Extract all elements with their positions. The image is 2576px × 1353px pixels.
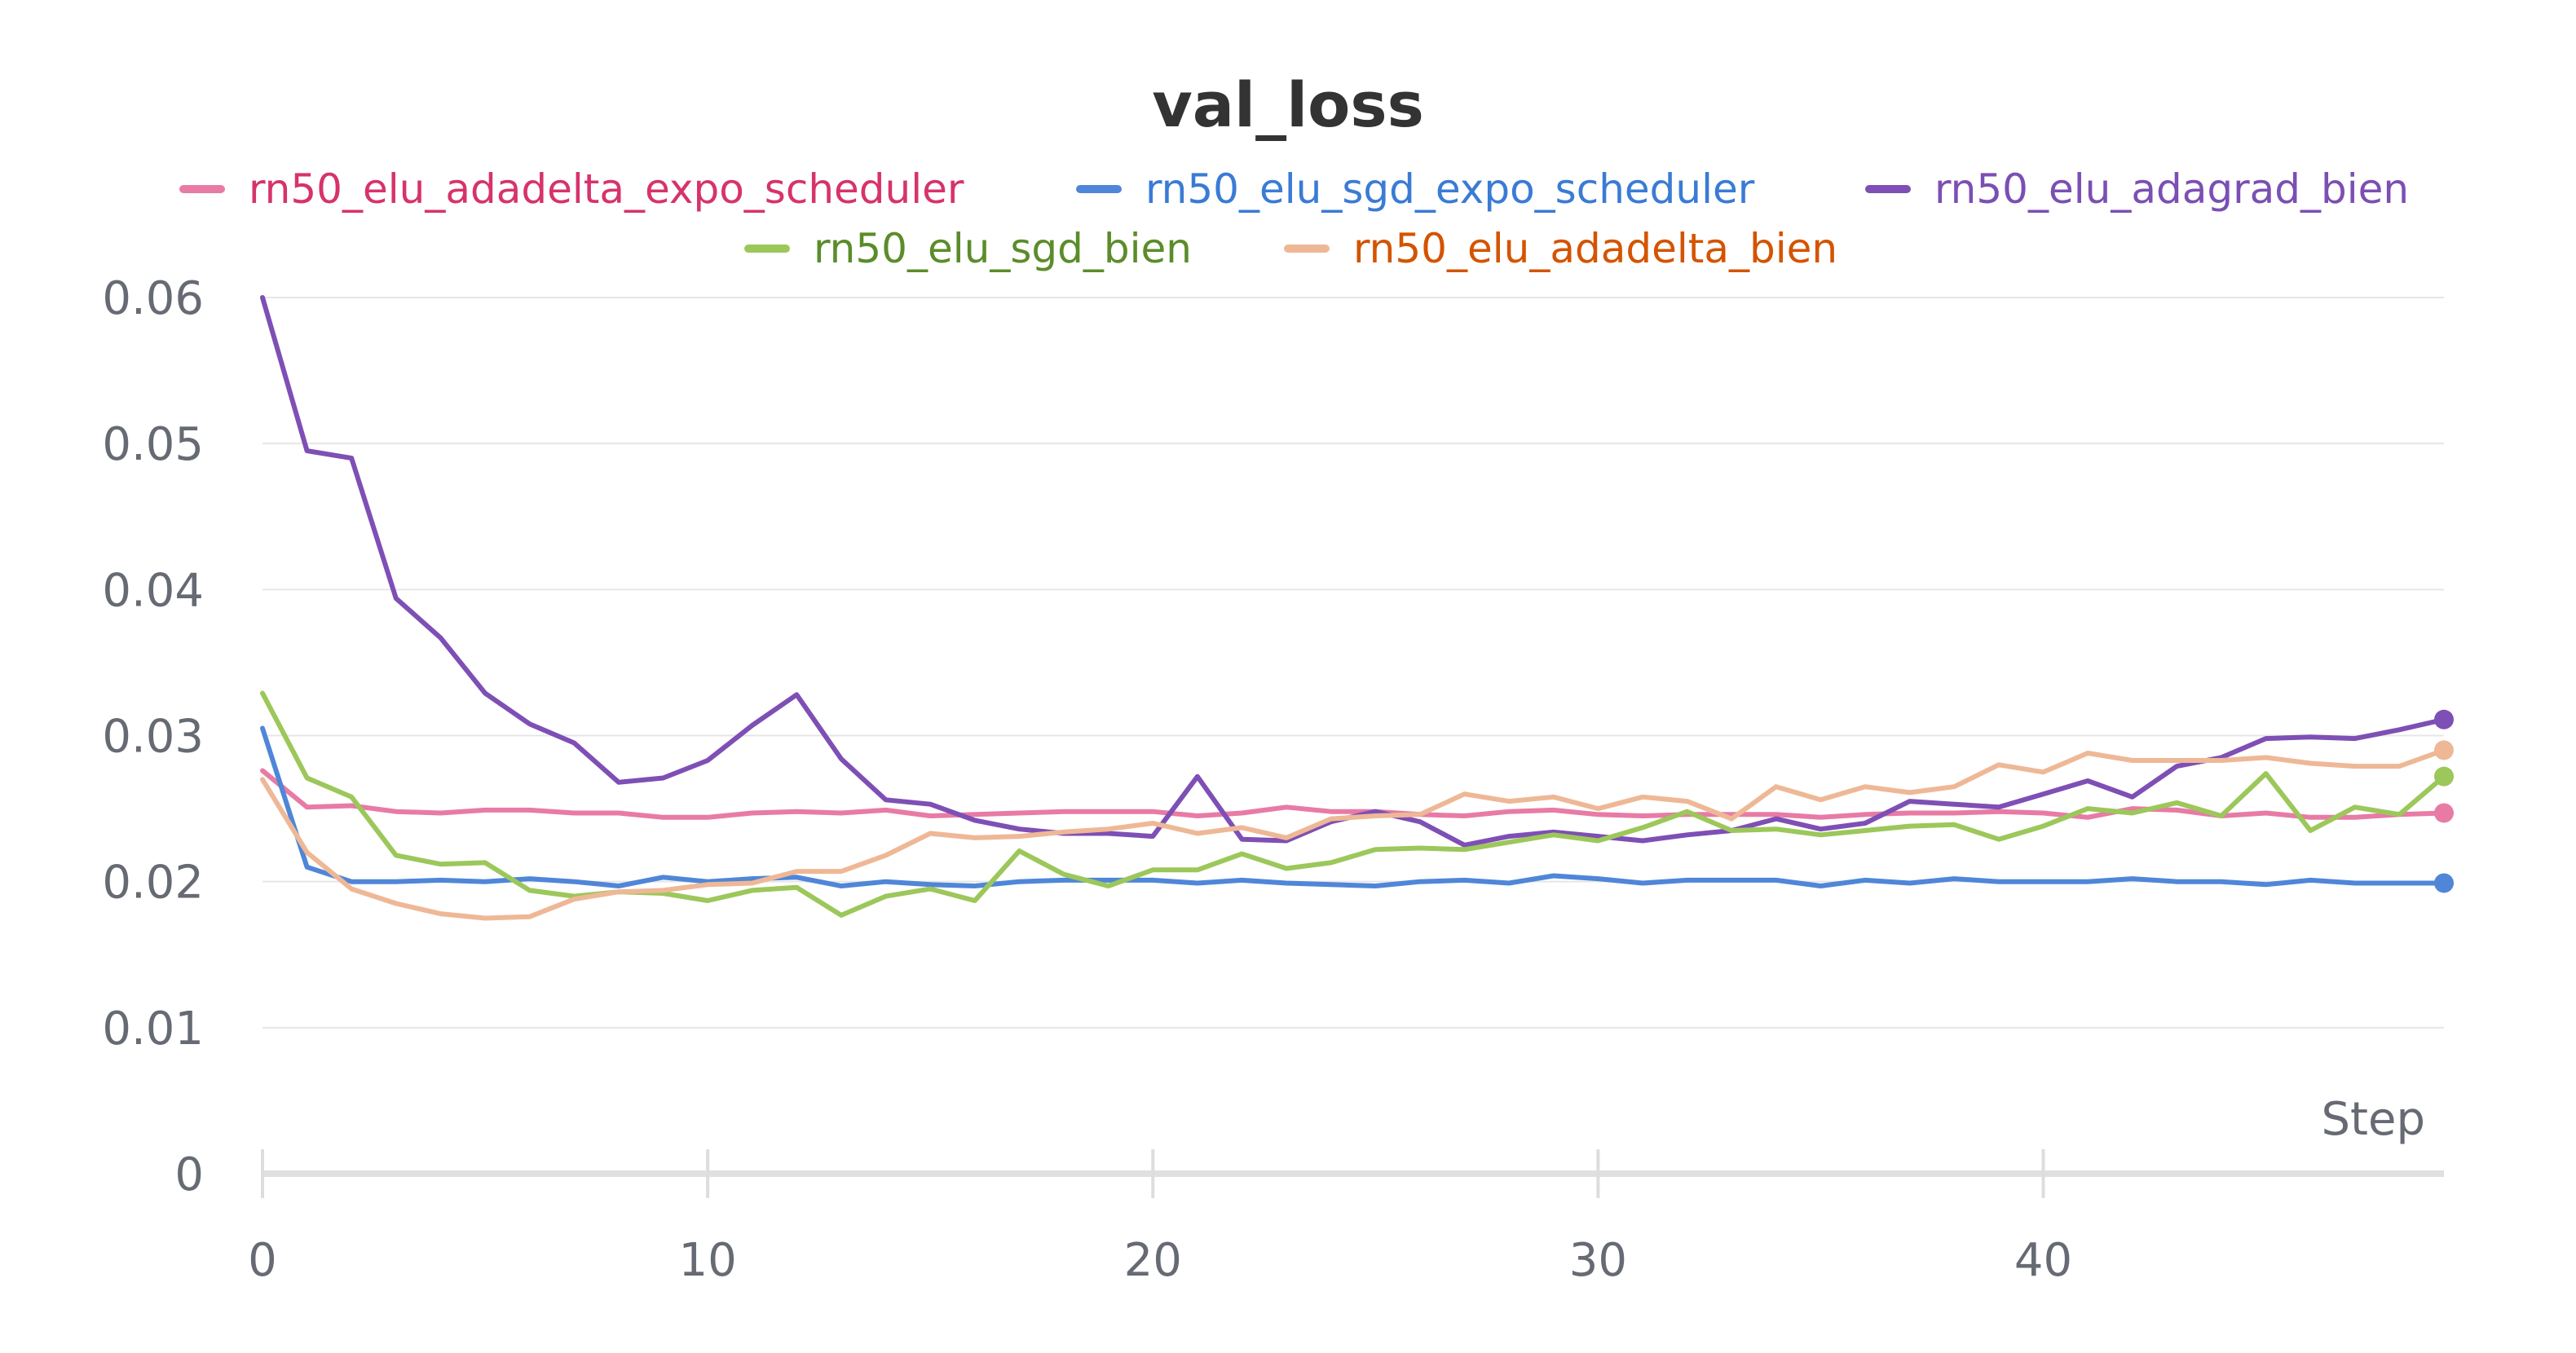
series-endpoint-rn50-elu-sgd-expo-scheduler <box>2434 873 2454 893</box>
legend-item-rn50-elu-adadelta-expo-scheduler[interactable]: rn50_elu_adadelta_expo_scheduler <box>179 165 964 213</box>
legend-item-rn50-elu-sgd-bien[interactable]: rn50_elu_sgd_bien <box>744 225 1192 272</box>
series-endpoint-rn50-elu-adadelta-bien <box>2434 740 2454 760</box>
x-axis: 0 10 20 30 40 <box>248 1149 2444 1287</box>
series-lines <box>260 295 2446 921</box>
x-tick-label: 20 <box>1124 1234 1182 1287</box>
grid-lines <box>262 297 2444 1029</box>
chart-title: val_loss <box>1152 68 1424 141</box>
legend-item-rn50-elu-adadelta-bien[interactable]: rn50_elu_adadelta_bien <box>1284 225 1837 272</box>
y-tick-label: 0.02 <box>102 857 204 910</box>
y-tick-label: 0.05 <box>102 418 204 471</box>
legend-label: rn50_elu_adagrad_bien <box>1934 165 2409 213</box>
legend-label: rn50_elu_adadelta_expo_scheduler <box>249 165 964 213</box>
legend-label: rn50_elu_sgd_expo_scheduler <box>1145 165 1755 213</box>
legend-label: rn50_elu_sgd_bien <box>814 225 1192 272</box>
y-tick-label: 0.04 <box>102 564 204 617</box>
series-endpoint-rn50-elu-adadelta-expo-scheduler <box>2434 803 2454 823</box>
x-axis-label: Step <box>2321 1093 2425 1146</box>
series-line-rn50-elu-adadelta-expo-scheduler <box>260 768 2446 820</box>
legend-item-rn50-elu-sgd-expo-scheduler[interactable]: rn50_elu_sgd_expo_scheduler <box>1076 165 1755 213</box>
x-tick-label: 10 <box>678 1234 736 1287</box>
series-endpoint-rn50-elu-adagrad-bien <box>2434 709 2454 729</box>
series-line-rn50-elu-adadelta-bien <box>260 747 2446 921</box>
series-endpoint-rn50-elu-sgd-bien <box>2434 766 2454 787</box>
y-tick-label: 0 <box>174 1148 204 1201</box>
series-line-rn50-elu-sgd-expo-scheduler <box>260 725 2446 888</box>
x-tick-label: 0 <box>248 1234 277 1287</box>
chart-legend: rn50_elu_adadelta_expo_scheduler rn50_elu… <box>179 165 2409 272</box>
y-axis: 0 0.01 0.02 0.03 0.04 0.05 0.06 <box>102 272 204 1201</box>
y-tick-label: 0.03 <box>102 711 204 764</box>
x-tick-label: 40 <box>2014 1234 2072 1287</box>
y-tick-label: 0.01 <box>102 1003 204 1056</box>
series-endpoints <box>2434 709 2454 893</box>
series-line-rn50-elu-adagrad-bien <box>260 295 2446 848</box>
y-tick-label: 0.06 <box>102 272 204 325</box>
legend-item-rn50-elu-adagrad-bien[interactable]: rn50_elu_adagrad_bien <box>1865 165 2409 213</box>
legend-label: rn50_elu_adadelta_bien <box>1353 225 1837 272</box>
x-tick-label: 30 <box>1569 1234 1627 1287</box>
